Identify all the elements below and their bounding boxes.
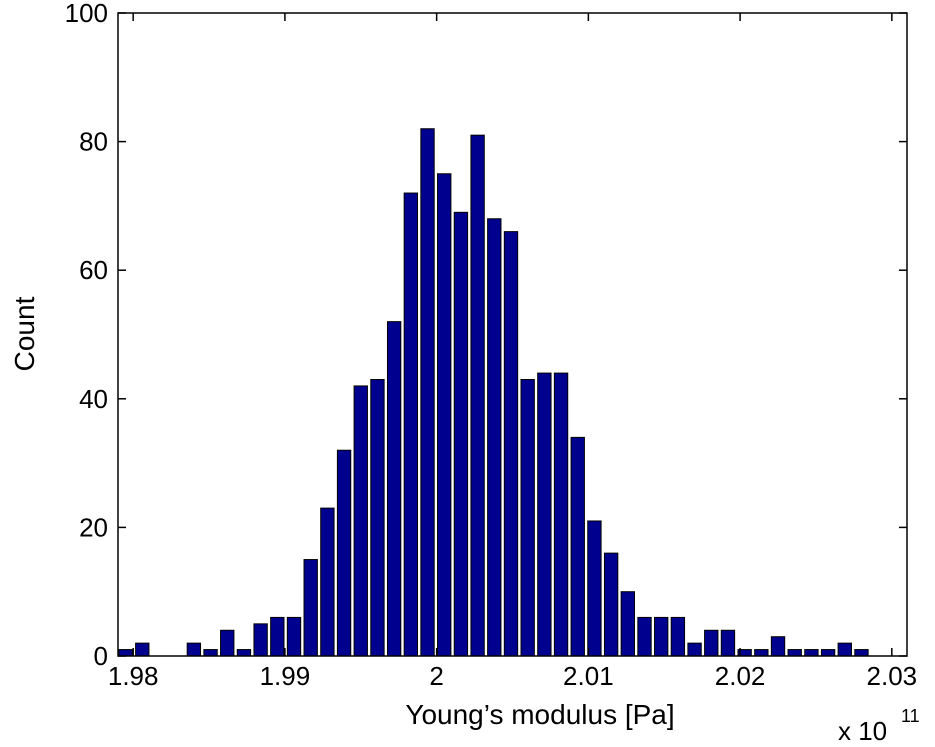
histogram-bar xyxy=(370,379,385,657)
histogram-bar xyxy=(286,616,302,657)
histogram-bar xyxy=(637,616,652,657)
histogram-bar xyxy=(704,629,719,657)
histogram-bar xyxy=(420,128,435,657)
x-axis-multiplier: x 10 xyxy=(838,716,887,746)
histogram-bar xyxy=(487,218,502,657)
histogram-bar xyxy=(854,649,869,657)
y-tick-label: 100 xyxy=(65,0,108,28)
histogram-bar xyxy=(820,649,836,657)
histogram-bar xyxy=(135,642,150,657)
histogram-bar xyxy=(670,616,686,657)
y-axis-ticks: 0 20 40 60 80 100 xyxy=(65,0,907,671)
histogram-bar xyxy=(603,552,619,657)
x-axis-title: Young’s modulus [Pa] xyxy=(405,699,674,730)
plot-frame xyxy=(117,12,908,657)
histogram-bar xyxy=(236,649,252,657)
bars xyxy=(118,128,869,657)
histogram-bar xyxy=(270,616,285,657)
x-tick-label: 2.03 xyxy=(867,661,918,691)
x-axis-multiplier-exponent: 11 xyxy=(901,706,920,726)
histogram-bar xyxy=(754,649,769,657)
histogram-bar xyxy=(620,591,635,657)
x-axis-ticks: 1.98 1.99 2 2.01 2.02 2.03 xyxy=(108,13,917,691)
y-tick-label: 40 xyxy=(79,384,108,414)
x-tick-label: 2 xyxy=(429,661,443,691)
y-tick-label: 60 xyxy=(79,255,108,285)
histogram-bar xyxy=(336,449,352,657)
y-axis-title: Count xyxy=(9,296,40,371)
histogram-bar xyxy=(654,616,669,657)
histogram-bar xyxy=(203,649,218,657)
histogram-bar xyxy=(403,192,419,657)
x-tick-label: 2.01 xyxy=(563,661,614,691)
y-tick-label: 80 xyxy=(79,127,108,157)
histogram-bar xyxy=(553,372,569,657)
histogram-bar xyxy=(253,623,268,657)
histogram-bar xyxy=(503,231,519,657)
y-tick-label: 20 xyxy=(79,512,108,542)
histogram-bar xyxy=(118,649,133,657)
histogram-bar xyxy=(837,642,852,657)
histogram-bar xyxy=(220,629,235,657)
histogram-bar xyxy=(386,321,402,657)
histogram-bar xyxy=(470,134,485,657)
histogram-bar xyxy=(570,436,585,657)
histogram-bar xyxy=(520,379,535,657)
histogram-bar xyxy=(804,649,819,657)
x-tick-label: 1.99 xyxy=(260,661,311,691)
y-tick-label: 0 xyxy=(94,641,108,671)
histogram-bar xyxy=(453,211,469,657)
x-tick-label: 1.98 xyxy=(108,661,159,691)
histogram-bar xyxy=(587,520,602,657)
histogram-bar xyxy=(687,642,702,657)
histogram-bar xyxy=(537,372,552,657)
histogram-bar xyxy=(720,629,736,657)
x-tick-label: 2.02 xyxy=(715,661,766,691)
histogram-bar xyxy=(770,636,786,657)
histogram-bar xyxy=(787,649,802,657)
histogram-bar xyxy=(437,173,452,657)
histogram-bar xyxy=(320,507,335,657)
histogram-bar xyxy=(303,559,318,657)
histogram-bar xyxy=(186,642,202,657)
histogram-bar xyxy=(353,385,368,657)
